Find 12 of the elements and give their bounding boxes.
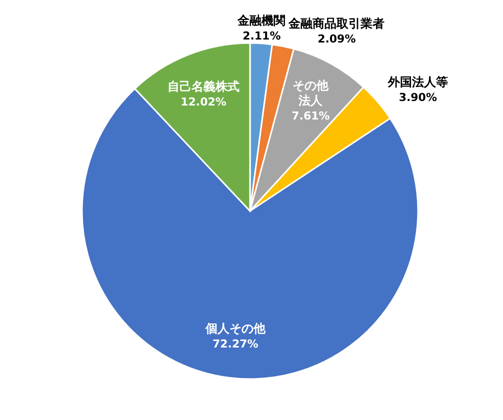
data-label: 7.61% [292, 110, 330, 123]
data-label: 2.09% [318, 32, 356, 46]
data-label: 3.90% [398, 90, 437, 104]
data-label: 72.27% [212, 338, 258, 351]
data-label: 2.11% [242, 29, 281, 42]
slice-label: 金融機関 [236, 13, 286, 28]
slice-label: その他法人 [292, 78, 330, 108]
data-label: 12.02% [180, 95, 226, 108]
slice-label: 個人その他 [204, 322, 266, 336]
slice-label: 外国法人等 [386, 74, 448, 89]
slice-label: 自己名義株式 [168, 79, 240, 94]
slice-label: 金融商品取引業者 [288, 16, 385, 30]
